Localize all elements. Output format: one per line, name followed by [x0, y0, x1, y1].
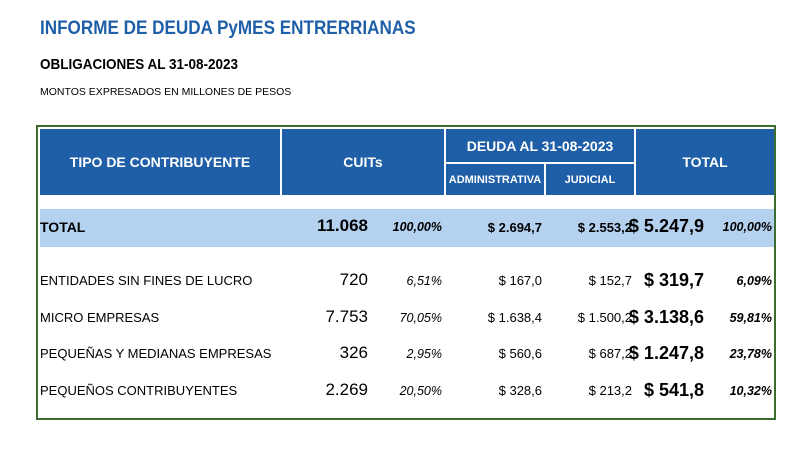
total-row-administrativa: $ 2.694,7 [487, 220, 542, 235]
row-administrativa: $ 1.638,4 [487, 310, 542, 325]
row-cuits-pct: 2,95% [406, 347, 442, 361]
row-total: $ 3.138,6 [628, 307, 704, 327]
row-total-pct: 23,78% [729, 347, 772, 361]
report-title: INFORME DE DEUDA PyMES ENTRERRIANAS [40, 18, 416, 39]
row-cuits: 720 [339, 270, 368, 289]
total-row [40, 209, 774, 247]
row-administrativa: $ 167,0 [498, 273, 542, 288]
row-name: PEQUEÑOS CONTRIBUYENTES [40, 383, 238, 398]
row-cuits-pct: 20,50% [399, 384, 442, 398]
row-total-pct: 59,81% [729, 311, 772, 325]
row-judicial: $ 687,2 [588, 346, 632, 361]
total-row-judicial: $ 2.553,2 [577, 220, 632, 235]
total-row-cuits: 11.068 [316, 216, 368, 235]
total-row-name: TOTAL [40, 219, 86, 235]
header-administrativa: ADMINISTRATIVA [446, 164, 544, 195]
row-total-pct: 6,09% [736, 274, 772, 288]
row-name: ENTIDADES SIN FINES DE LUCRO [40, 273, 253, 288]
row-cuits-pct: 70,05% [399, 311, 442, 325]
header-cuits: CUITs [282, 129, 444, 195]
header-judicial: JUDICIAL [546, 164, 634, 195]
row-administrativa: $ 328,6 [498, 383, 542, 398]
row-cuits: 2.269 [325, 380, 368, 399]
row-name: MICRO EMPRESAS [40, 310, 160, 325]
row-cuits-pct: 6,51% [406, 274, 442, 288]
header-tipo: TIPO DE CONTRIBUYENTE [40, 129, 280, 195]
row-total: $ 319,7 [643, 270, 704, 290]
total-row-cuits-pct: 100,00% [392, 220, 442, 234]
row-administrativa: $ 560,6 [498, 346, 542, 361]
row-judicial: $ 213,2 [588, 383, 632, 398]
row-judicial: $ 1.500,2 [577, 310, 632, 325]
total-row-total: $ 5.247,9 [628, 216, 704, 236]
row-cuits: 7.753 [325, 307, 368, 326]
header-deuda: DEUDA AL 31-08-2023 [446, 129, 634, 162]
row-total: $ 1.247,8 [628, 343, 704, 363]
row-judicial: $ 152,7 [588, 273, 632, 288]
row-name: PEQUEÑAS Y MEDIANAS EMPRESAS [40, 346, 272, 361]
header-total: TOTAL [636, 129, 774, 195]
debt-table: TIPO DE CONTRIBUYENTE CUITs DEUDA AL 31-… [36, 125, 776, 420]
row-total-pct: 10,32% [729, 384, 772, 398]
report-subtitle: OBLIGACIONES AL 31-08-2023 [40, 56, 239, 73]
row-total: $ 541,8 [643, 380, 704, 400]
total-row-total-pct: 100,00% [722, 220, 772, 234]
row-cuits: 326 [339, 343, 368, 362]
units-note: MONTOS EXPRESADOS EN MILLONES DE PESOS [40, 86, 292, 98]
